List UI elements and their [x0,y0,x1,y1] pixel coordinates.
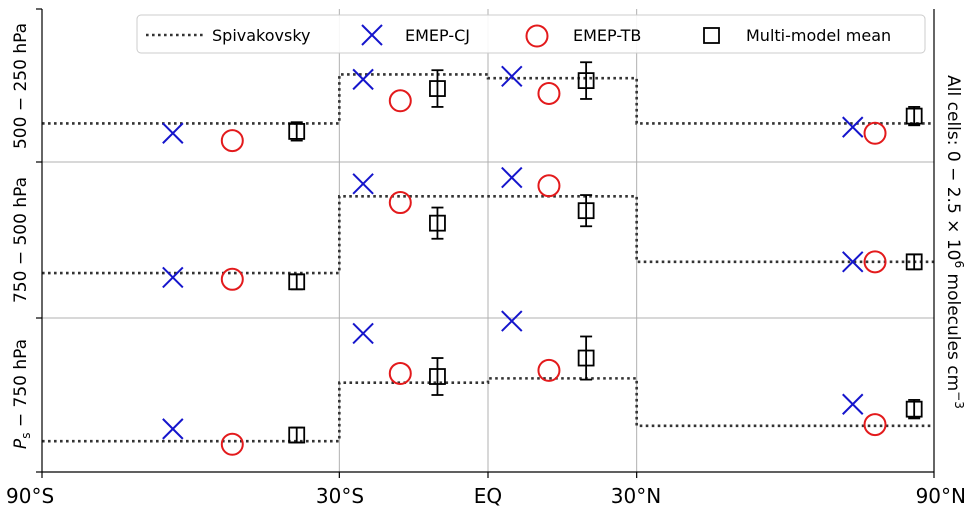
legend-emep-cj-label: EMEP-CJ [405,26,470,45]
mmm-point-r2-b2 [577,349,595,367]
emep-tb-point-r2-b2 [537,358,561,382]
mmm-point-r0-b3 [905,107,923,125]
legend-mmm-label: Multi-model mean [746,26,891,45]
emep-tb-point-r0-b1 [388,89,412,113]
emep-cj-point-r2-b1 [352,322,374,345]
mmm-point-r2-b1 [429,368,446,385]
mmm-point-r2-b3 [905,400,923,418]
emep-cj-point-r0-b1 [352,68,374,91]
mmm-point-r0-b1 [429,80,446,97]
emep-cj-point-r0-b0 [162,122,184,144]
emep-tb-point-r1-b1 [388,191,412,215]
x-tick-label-90s: 90°S [6,484,54,508]
axes-layer [36,8,935,478]
mmm-point-r1-b2 [577,202,595,220]
marker-layer [162,61,923,456]
emep-cj-stroke-b [162,418,184,440]
emep-cj-point-r0-b3 [842,116,864,138]
row-label-0: 500 − 250 hPa [11,23,31,149]
emep-tb-point-r2-b0 [220,432,244,456]
emep-cj-point-r1-b3 [842,251,864,273]
mmm-errorbar-r0-b0 [290,121,303,142]
mmm-errorbar-r1-b2 [580,194,593,228]
mmm-errorbar-r0-b2 [580,61,593,100]
legend-mmm-swatch [703,27,720,44]
emep-cj-stroke-b [842,251,864,273]
svg-text:Ps − 750 hPa: Ps − 750 hPa [11,339,33,449]
emep-cj-point-r2-b0 [162,418,184,440]
spivakovsky-layer [42,73,934,443]
emep-tb-point-r0-b0 [220,129,244,153]
row-label-2: Ps − 750 hPa [11,339,33,449]
spivakovsky-line-row-0 [42,73,934,125]
svg-text:All cells: 0 − 2.5 × 106 molec: All cells: 0 − 2.5 × 106 molecules cm−3 [943,75,966,409]
legend-emep-cj-swatch [361,24,383,46]
emep-cj-stroke-b [842,393,864,415]
emep-cj-point-r1-b2 [501,166,523,189]
emep-tb-point-r2-b1 [388,361,412,385]
emep-cj-stroke-b [162,266,184,289]
mmm-point-r0-b2 [577,72,595,90]
emep-tb-point-r2-b3 [863,413,887,437]
emep-tb-point-r1-b2 [537,174,561,198]
emep-cj-stroke-b [352,322,374,345]
emep-cj-stroke-b [842,116,864,138]
emep-cj-point-r1-b0 [162,266,184,289]
mmm-errorbar-r2-b3 [908,399,921,420]
mmm-point-r1-b0 [288,273,306,291]
emep-cj-stroke-b [501,166,523,189]
emep-tb-point-r1-b0 [220,267,244,291]
mmm-errorbar-r1-b1 [431,206,444,240]
svg-text:750 − 500 hPa: 750 − 500 hPa [11,177,31,303]
x-tick-label-eq: EQ [474,484,502,508]
mmm-point-r2-b0 [288,426,306,444]
legend-emep-tb-label: EMEP-TB [573,26,641,45]
emep-tb-point-r0-b2 [537,81,561,105]
mmm-point-r1-b3 [905,253,923,271]
emep-cj-stroke-b [501,65,523,88]
legend: Spivakovsky EMEP-CJ EMEP-TB Multi-model … [136,14,926,54]
mmm-point-r0-b0 [288,123,306,140]
spivakovsky-line-row-1 [42,195,934,275]
svg-text:500 − 250 hPa: 500 − 250 hPa [11,23,31,149]
emep-cj-point-r2-b2 [501,310,523,332]
emep-cj-stroke-b [501,310,523,332]
spivakovsky-line-row-2 [42,377,934,443]
side-label: All cells: 0 − 2.5 × 106 molecules cm−3 [943,75,966,409]
emep-cj-stroke-b [162,122,184,144]
legend-emep-tb-swatch [525,24,549,48]
emep-tb-point-r0-b3 [863,121,887,145]
emep-cj-point-r2-b3 [842,393,864,415]
legend-spivakovsky-label: Spivakovsky [212,26,310,45]
emep-cj-stroke-b [352,173,374,195]
mmm-errorbar-r0-b3 [908,106,921,127]
row-label-1: 750 − 500 hPa [11,177,31,303]
mmm-errorbar-r0-b1 [431,69,444,108]
emep-tb-point-r1-b3 [863,250,887,274]
emep-cj-stroke-b [352,68,374,91]
emep-cj-point-r0-b2 [501,65,523,88]
x-tick-label-30s: 30°S [316,484,364,508]
x-tick-label-90n: 90°N [916,484,966,508]
x-tick-label-30n: 30°N [611,484,661,508]
emep-cj-point-r1-b1 [352,173,374,195]
mmm-errorbar-r2-b1 [431,357,444,396]
mmm-point-r1-b1 [429,214,446,232]
legend-frame [136,14,926,54]
mmm-errorbar-r2-b2 [580,335,593,381]
